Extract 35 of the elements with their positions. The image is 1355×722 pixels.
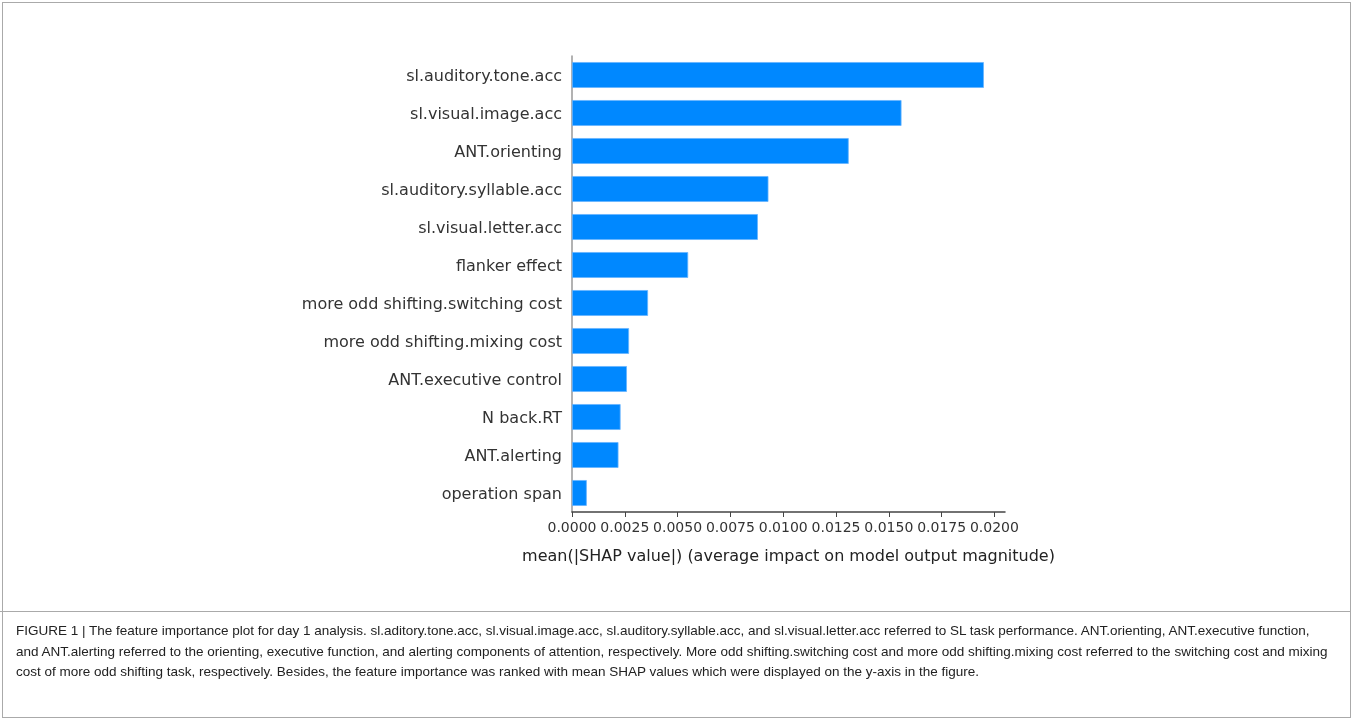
bar	[572, 404, 621, 430]
bar	[572, 176, 769, 202]
y-tick-label: N back.RT	[482, 407, 563, 427]
bar	[572, 62, 984, 88]
x-tick-label: 0.0075	[705, 519, 755, 535]
y-tick-label: flanker effect	[455, 255, 562, 275]
x-tick-label: 0.0150	[864, 519, 914, 535]
bar	[572, 480, 587, 506]
y-tick-label: ANT.orienting	[454, 141, 562, 161]
x-tick-label: 0.0175	[917, 519, 967, 535]
bar	[572, 100, 902, 126]
x-tick-label: 0.0125	[811, 519, 861, 535]
y-tick-label: more odd shifting.switching cost	[301, 293, 562, 313]
bar	[572, 214, 758, 240]
y-tick-label: more odd shifting.mixing cost	[323, 331, 562, 351]
y-tick-label: sl.visual.letter.acc	[418, 217, 562, 237]
y-tick-label: sl.visual.image.acc	[410, 103, 562, 123]
caption: FIGURE 1 | The feature importance plot for day 1 analysis. sl.aditory.tone.acc, sl.visual.image.acc, sl.auditory.syllable.acc, and sl.visual.letter.acc referred to SL task performance. ANT.orienting, ANT.executive function, and ANT.alerting referred to the orienting, executive function, and alerting components of attention, respectively. More odd shifting.switching cost and more odd shifting.mixing cost referred to the switching cost and mixing cost of more odd shifting task, respectively. Besides, the feature importance was ranked with mean SHAP values which were displayed on the y-axis in the figure.	[0, 611, 1351, 683]
x-tick-label: 0.0000	[547, 519, 597, 535]
bar	[572, 328, 630, 354]
x-tick-label: 0.0050	[653, 519, 703, 535]
y-tick-label: ANT.alerting	[464, 445, 562, 465]
bar	[572, 290, 649, 316]
x-tick-label: 0.0200	[969, 519, 1019, 535]
y-tick-label: sl.auditory.tone.acc	[406, 65, 562, 85]
bar	[572, 138, 849, 164]
bar	[572, 366, 627, 392]
bar	[572, 442, 619, 468]
y-tick-label: ANT.executive control	[388, 369, 562, 389]
bar	[572, 252, 689, 278]
x-tick-label: 0.0100	[758, 519, 808, 535]
x-axis-title: mean(|SHAP value|) (average impact on model output magnitude)	[522, 545, 1055, 565]
x-tick-label: 0.0025	[600, 519, 650, 535]
y-tick-label: operation span	[441, 483, 562, 503]
y-tick-label: sl.auditory.syllable.acc	[381, 179, 562, 199]
